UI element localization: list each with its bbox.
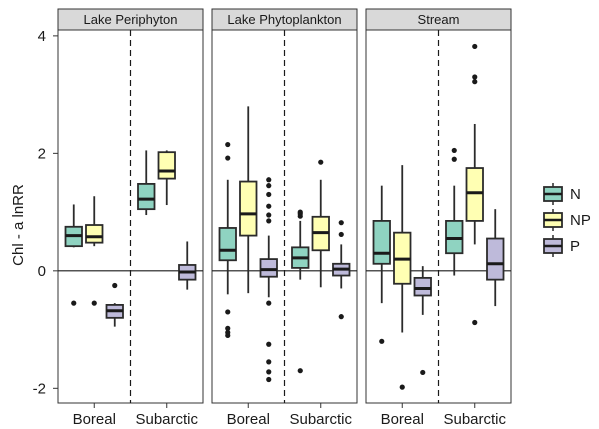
outlier-point [266, 212, 272, 218]
outlier-point [420, 369, 426, 376]
box-p [413, 266, 432, 376]
y-tick-label: 4 [38, 28, 46, 45]
outlier-point [399, 384, 405, 390]
box-body [372, 220, 391, 265]
outlier-point [225, 141, 231, 148]
outlier-point [266, 203, 272, 209]
box-p [332, 220, 351, 320]
outlier-point [338, 231, 344, 238]
box-np [311, 159, 330, 288]
outlier-point [112, 282, 118, 289]
legend-label: NP [570, 212, 591, 229]
facet-title: Lake Periphyton [84, 12, 178, 27]
outlier-point [297, 368, 303, 374]
box-p [105, 282, 124, 327]
outlier-point [472, 43, 478, 50]
legend-entry-np: NP [543, 209, 591, 231]
box-n [218, 141, 237, 339]
outlier-point [225, 332, 231, 339]
outlier-point [338, 314, 344, 320]
facet-panel: Lake Periphyton Boreal Subarctic [57, 8, 204, 428]
outlier-point [472, 79, 478, 85]
outlier-point [266, 341, 272, 347]
x-tick-label: Subarctic [135, 411, 198, 428]
outlier-point [379, 338, 385, 344]
outlier-point [266, 218, 272, 224]
outlier-point [472, 319, 478, 326]
box-body [259, 258, 278, 278]
y-tick-label: 2 [38, 145, 46, 162]
outlier-point [266, 359, 272, 365]
outlier-point [225, 155, 231, 161]
outlier-point [472, 74, 478, 80]
box-n [137, 150, 156, 216]
outlier-point [266, 191, 272, 198]
legend: N NP P [543, 183, 591, 257]
x-tick-label: Boreal [381, 411, 424, 428]
facet-title: Stream [418, 12, 460, 27]
box-n [291, 209, 310, 374]
outlier-point [266, 300, 272, 306]
box-body [413, 276, 432, 297]
box-body [239, 180, 258, 237]
outlier-point [297, 213, 303, 219]
outlier-point [266, 376, 272, 383]
box-np [85, 196, 104, 306]
legend-label: P [570, 238, 580, 255]
box-body [157, 151, 176, 180]
outlier-point [91, 300, 97, 306]
box-np [157, 150, 176, 206]
outlier-point [266, 183, 272, 189]
x-tick-label: Boreal [73, 411, 116, 428]
box-body [486, 237, 505, 281]
y-axis: -2 0 2 4 [33, 28, 58, 397]
outlier-point [225, 325, 231, 331]
box-n [445, 147, 464, 276]
outlier-point [71, 300, 77, 306]
box-n [64, 204, 83, 306]
box-p [259, 177, 278, 383]
box-p [178, 241, 197, 290]
outlier-point [451, 147, 457, 154]
box-body [465, 167, 484, 222]
box-body [218, 227, 237, 262]
outlier-point [266, 177, 272, 183]
facet-panel: Lake Phytoplankton Boreal Subarctic [211, 8, 358, 428]
y-tick-label: 0 [38, 263, 46, 280]
outlier-point [225, 309, 231, 315]
outlier-point [318, 159, 324, 165]
box-np [393, 165, 412, 390]
legend-entry-n: N [543, 183, 581, 205]
legend-label: N [570, 186, 581, 203]
outlier-point [338, 220, 344, 226]
x-tick-label: Subarctic [289, 411, 352, 428]
box-body [137, 182, 156, 211]
x-tick-label: Subarctic [443, 411, 506, 428]
box-np [239, 106, 258, 294]
box-np [465, 43, 484, 326]
legend-entry-p: P [543, 235, 580, 257]
box-n [372, 185, 391, 344]
box-body [85, 224, 104, 244]
outlier-point [451, 156, 457, 162]
y-tick-label: -2 [33, 380, 46, 397]
outlier-point [266, 369, 272, 375]
facet-title: Lake Phytoplankton [227, 12, 341, 27]
box-p [486, 209, 505, 307]
x-tick-label: Boreal [227, 411, 270, 428]
y-axis-label: Chl - a lnRR [10, 184, 27, 266]
facet-panel: Stream Boreal Subarctic [365, 8, 512, 428]
